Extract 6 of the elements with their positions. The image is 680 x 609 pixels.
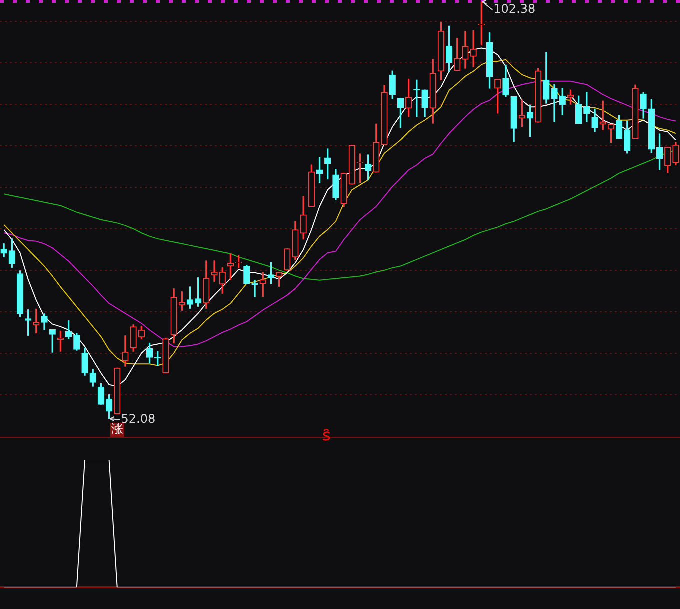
annotation: 102.38	[494, 2, 536, 16]
candlestick	[470, 30, 477, 68]
candlestick	[211, 260, 218, 282]
text: 涨	[111, 422, 124, 436]
candlestick	[33, 308, 40, 334]
annotation: 52.08	[121, 412, 156, 426]
